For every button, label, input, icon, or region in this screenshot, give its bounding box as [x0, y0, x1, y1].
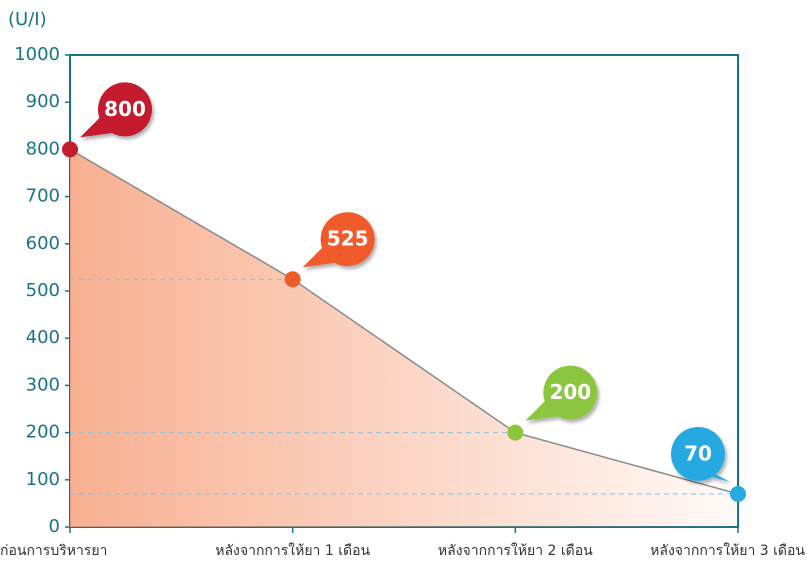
callout-bubble: [98, 82, 152, 137]
callout-tail: [525, 400, 563, 421]
y-tick-label: 200: [26, 422, 60, 443]
y-tick-label: 500: [26, 280, 60, 301]
callout: [302, 212, 375, 268]
callout-bubble: [671, 426, 725, 481]
callout: [525, 365, 598, 421]
point: [284, 271, 301, 288]
data-label: 525: [327, 227, 369, 251]
point: [507, 424, 524, 441]
y-tick-label: 300: [26, 374, 60, 395]
y-tick-label: 600: [26, 233, 60, 254]
point: [730, 485, 746, 502]
callout-bubble: [543, 365, 598, 420]
data-label: 70: [684, 441, 712, 465]
y-tick-label: 100: [26, 469, 60, 490]
y-tick-label: 1000: [14, 44, 60, 65]
point: [62, 141, 78, 158]
area-fill: [70, 149, 738, 527]
callout: [80, 82, 152, 138]
callout-bubble: [320, 212, 375, 267]
y-tick-label: 800: [26, 138, 60, 159]
x-tick-label: ก่อนการบริหารยา: [0, 543, 107, 559]
data-label: 200: [549, 380, 591, 404]
data-label: 800: [104, 97, 146, 121]
y-tick-label: 0: [49, 516, 60, 537]
callout-tail: [302, 247, 340, 268]
callout-tail: [80, 117, 117, 138]
line: [69, 148, 739, 495]
x-tick-label: หลังจากการให้ยา 1 เดือน: [215, 542, 370, 559]
x-tick-label: หลังจากการให้ยา 3 เดือน: [650, 542, 805, 559]
callout: [671, 426, 730, 482]
y-tick-label: 700: [26, 186, 60, 207]
x-tick-label: หลังจากการให้ยา 2 เดือน: [438, 542, 593, 559]
y-tick-label: 400: [26, 327, 60, 348]
y-axis-label: (U/I): [8, 9, 47, 30]
y-tick-label: 900: [26, 91, 60, 112]
